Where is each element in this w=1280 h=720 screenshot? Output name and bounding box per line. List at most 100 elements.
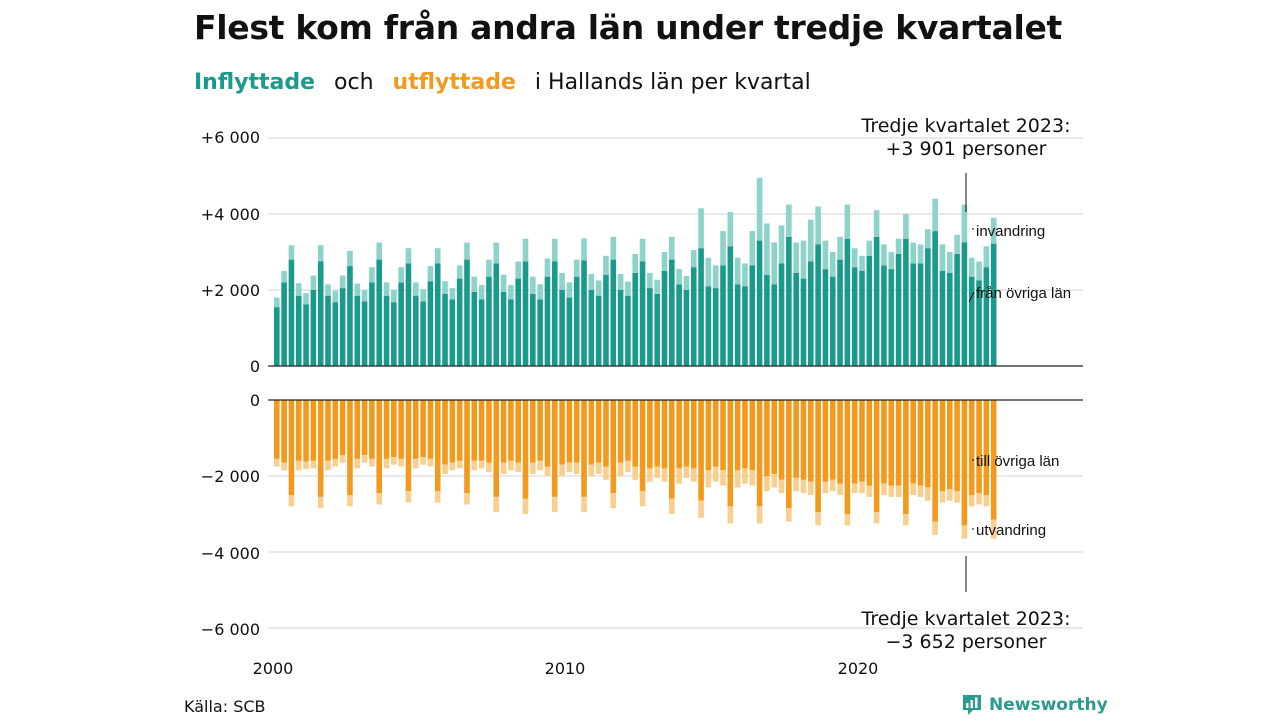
bar-fran-ovriga-lan — [654, 293, 660, 366]
bar-till-ovriga-lan — [478, 400, 485, 461]
bar-till-ovriga-lan — [683, 400, 690, 467]
bar-till-ovriga-lan — [493, 400, 500, 497]
bar-invandring — [698, 208, 704, 249]
bar-invandring — [778, 225, 785, 264]
bar-invandring — [515, 261, 521, 279]
bar-invandring — [281, 271, 287, 283]
bar-utvandring — [895, 485, 902, 497]
bar-utvandring — [332, 458, 339, 467]
bar-fran-ovriga-lan — [339, 288, 346, 366]
bar-utvandring — [544, 466, 551, 476]
bar-utvandring — [530, 462, 536, 475]
bar-invandring — [742, 263, 748, 287]
bar-fran-ovriga-lan — [354, 295, 361, 366]
bar-utvandring — [888, 485, 895, 497]
bar-fran-ovriga-lan — [727, 246, 734, 366]
y-tick-bottom-0: 0 — [250, 391, 260, 410]
bar-utvandring — [983, 495, 990, 507]
bar-till-ovriga-lan — [595, 400, 602, 463]
y-tick-top-6000: +6 000 — [201, 128, 260, 147]
bar-invandring — [551, 238, 558, 262]
bar-fran-ovriga-lan — [976, 280, 982, 366]
x-tick-2020: 2020 — [838, 659, 879, 678]
bar-fran-ovriga-lan — [822, 269, 829, 366]
annotation-bottom-line1: Tredje kvartalet 2023: — [861, 608, 1071, 630]
bar-utvandring — [990, 519, 997, 539]
label-fran-ovriga-lan: från övriga län — [976, 285, 1071, 302]
bar-fran-ovriga-lan — [551, 261, 558, 366]
bar-till-ovriga-lan — [442, 400, 448, 465]
bar-invandring — [632, 253, 639, 273]
bar-invandring — [456, 265, 463, 279]
bar-till-ovriga-lan — [288, 400, 295, 495]
bar-fran-ovriga-lan — [288, 259, 295, 366]
bar-utvandring — [281, 462, 287, 471]
bar-invandring — [537, 284, 543, 300]
label-invandring: invandring — [976, 223, 1045, 240]
bar-till-ovriga-lan — [932, 400, 938, 522]
bar-till-ovriga-lan — [786, 400, 792, 509]
bar-utvandring — [412, 458, 419, 469]
bar-utvandring — [515, 462, 521, 473]
bar-utvandring — [361, 455, 368, 463]
bar-till-ovriga-lan — [325, 400, 331, 461]
bar-utvandring — [522, 498, 529, 514]
bar-utvandring — [434, 491, 441, 503]
bar-utvandring — [946, 489, 953, 501]
bar-invandring — [581, 238, 587, 261]
bar-utvandring — [537, 460, 543, 471]
bar-till-ovriga-lan — [742, 400, 748, 469]
bar-till-ovriga-lan — [895, 400, 902, 486]
bar-utvandring — [764, 476, 770, 492]
bar-till-ovriga-lan — [749, 400, 756, 471]
bar-invandring — [427, 266, 434, 282]
bar-utvandring — [588, 464, 595, 476]
bar-till-ovriga-lan — [332, 400, 339, 459]
label-fran-leader — [968, 291, 975, 303]
bar-till-ovriga-lan — [851, 400, 858, 484]
bar-utvandring — [559, 464, 565, 476]
bar-invandring — [544, 258, 551, 277]
bar-till-ovriga-lan — [983, 400, 990, 495]
bar-till-ovriga-lan — [347, 400, 353, 495]
bar-utvandring — [325, 460, 331, 471]
bar-fran-ovriga-lan — [456, 278, 463, 366]
bar-fran-ovriga-lan — [332, 302, 339, 366]
bar-fran-ovriga-lan — [888, 269, 895, 366]
bar-fran-ovriga-lan — [961, 242, 968, 366]
bar-till-ovriga-lan — [807, 400, 814, 482]
bar-till-ovriga-lan — [625, 400, 631, 461]
bar-invandring — [332, 290, 339, 303]
bar-till-ovriga-lan — [800, 400, 807, 480]
bar-utvandring — [698, 500, 704, 518]
bar-fran-ovriga-lan — [837, 259, 843, 366]
bar-till-ovriga-lan — [354, 400, 361, 459]
bar-utvandring — [778, 479, 785, 494]
bar-fran-ovriga-lan — [376, 259, 383, 366]
bar-utvandring — [603, 466, 609, 480]
bar-fran-ovriga-lan — [391, 302, 397, 366]
bar-till-ovriga-lan — [471, 400, 478, 461]
bar-till-ovriga-lan — [954, 400, 960, 492]
bar-invandring — [749, 231, 756, 266]
bar-fran-ovriga-lan — [917, 263, 924, 366]
bar-till-ovriga-lan — [566, 400, 573, 463]
bar-utvandring — [866, 485, 873, 497]
bar-utvandring — [903, 514, 909, 526]
bar-utvandring — [317, 496, 324, 509]
bar-utvandring — [632, 466, 639, 480]
bar-fran-ovriga-lan — [903, 238, 909, 366]
bar-fran-ovriga-lan — [690, 267, 697, 366]
bar-invandring — [500, 274, 507, 292]
bar-fran-ovriga-lan — [544, 276, 551, 366]
bar-fran-ovriga-lan — [486, 276, 492, 366]
bar-invandring — [391, 290, 397, 303]
bar-fran-ovriga-lan — [478, 299, 485, 366]
bar-invandring — [764, 223, 770, 275]
bar-invandring — [669, 236, 675, 260]
bar-invandring — [347, 250, 353, 267]
bar-till-ovriga-lan — [361, 400, 368, 456]
bar-fran-ovriga-lan — [851, 267, 858, 366]
bar-fran-ovriga-lan — [873, 236, 880, 366]
